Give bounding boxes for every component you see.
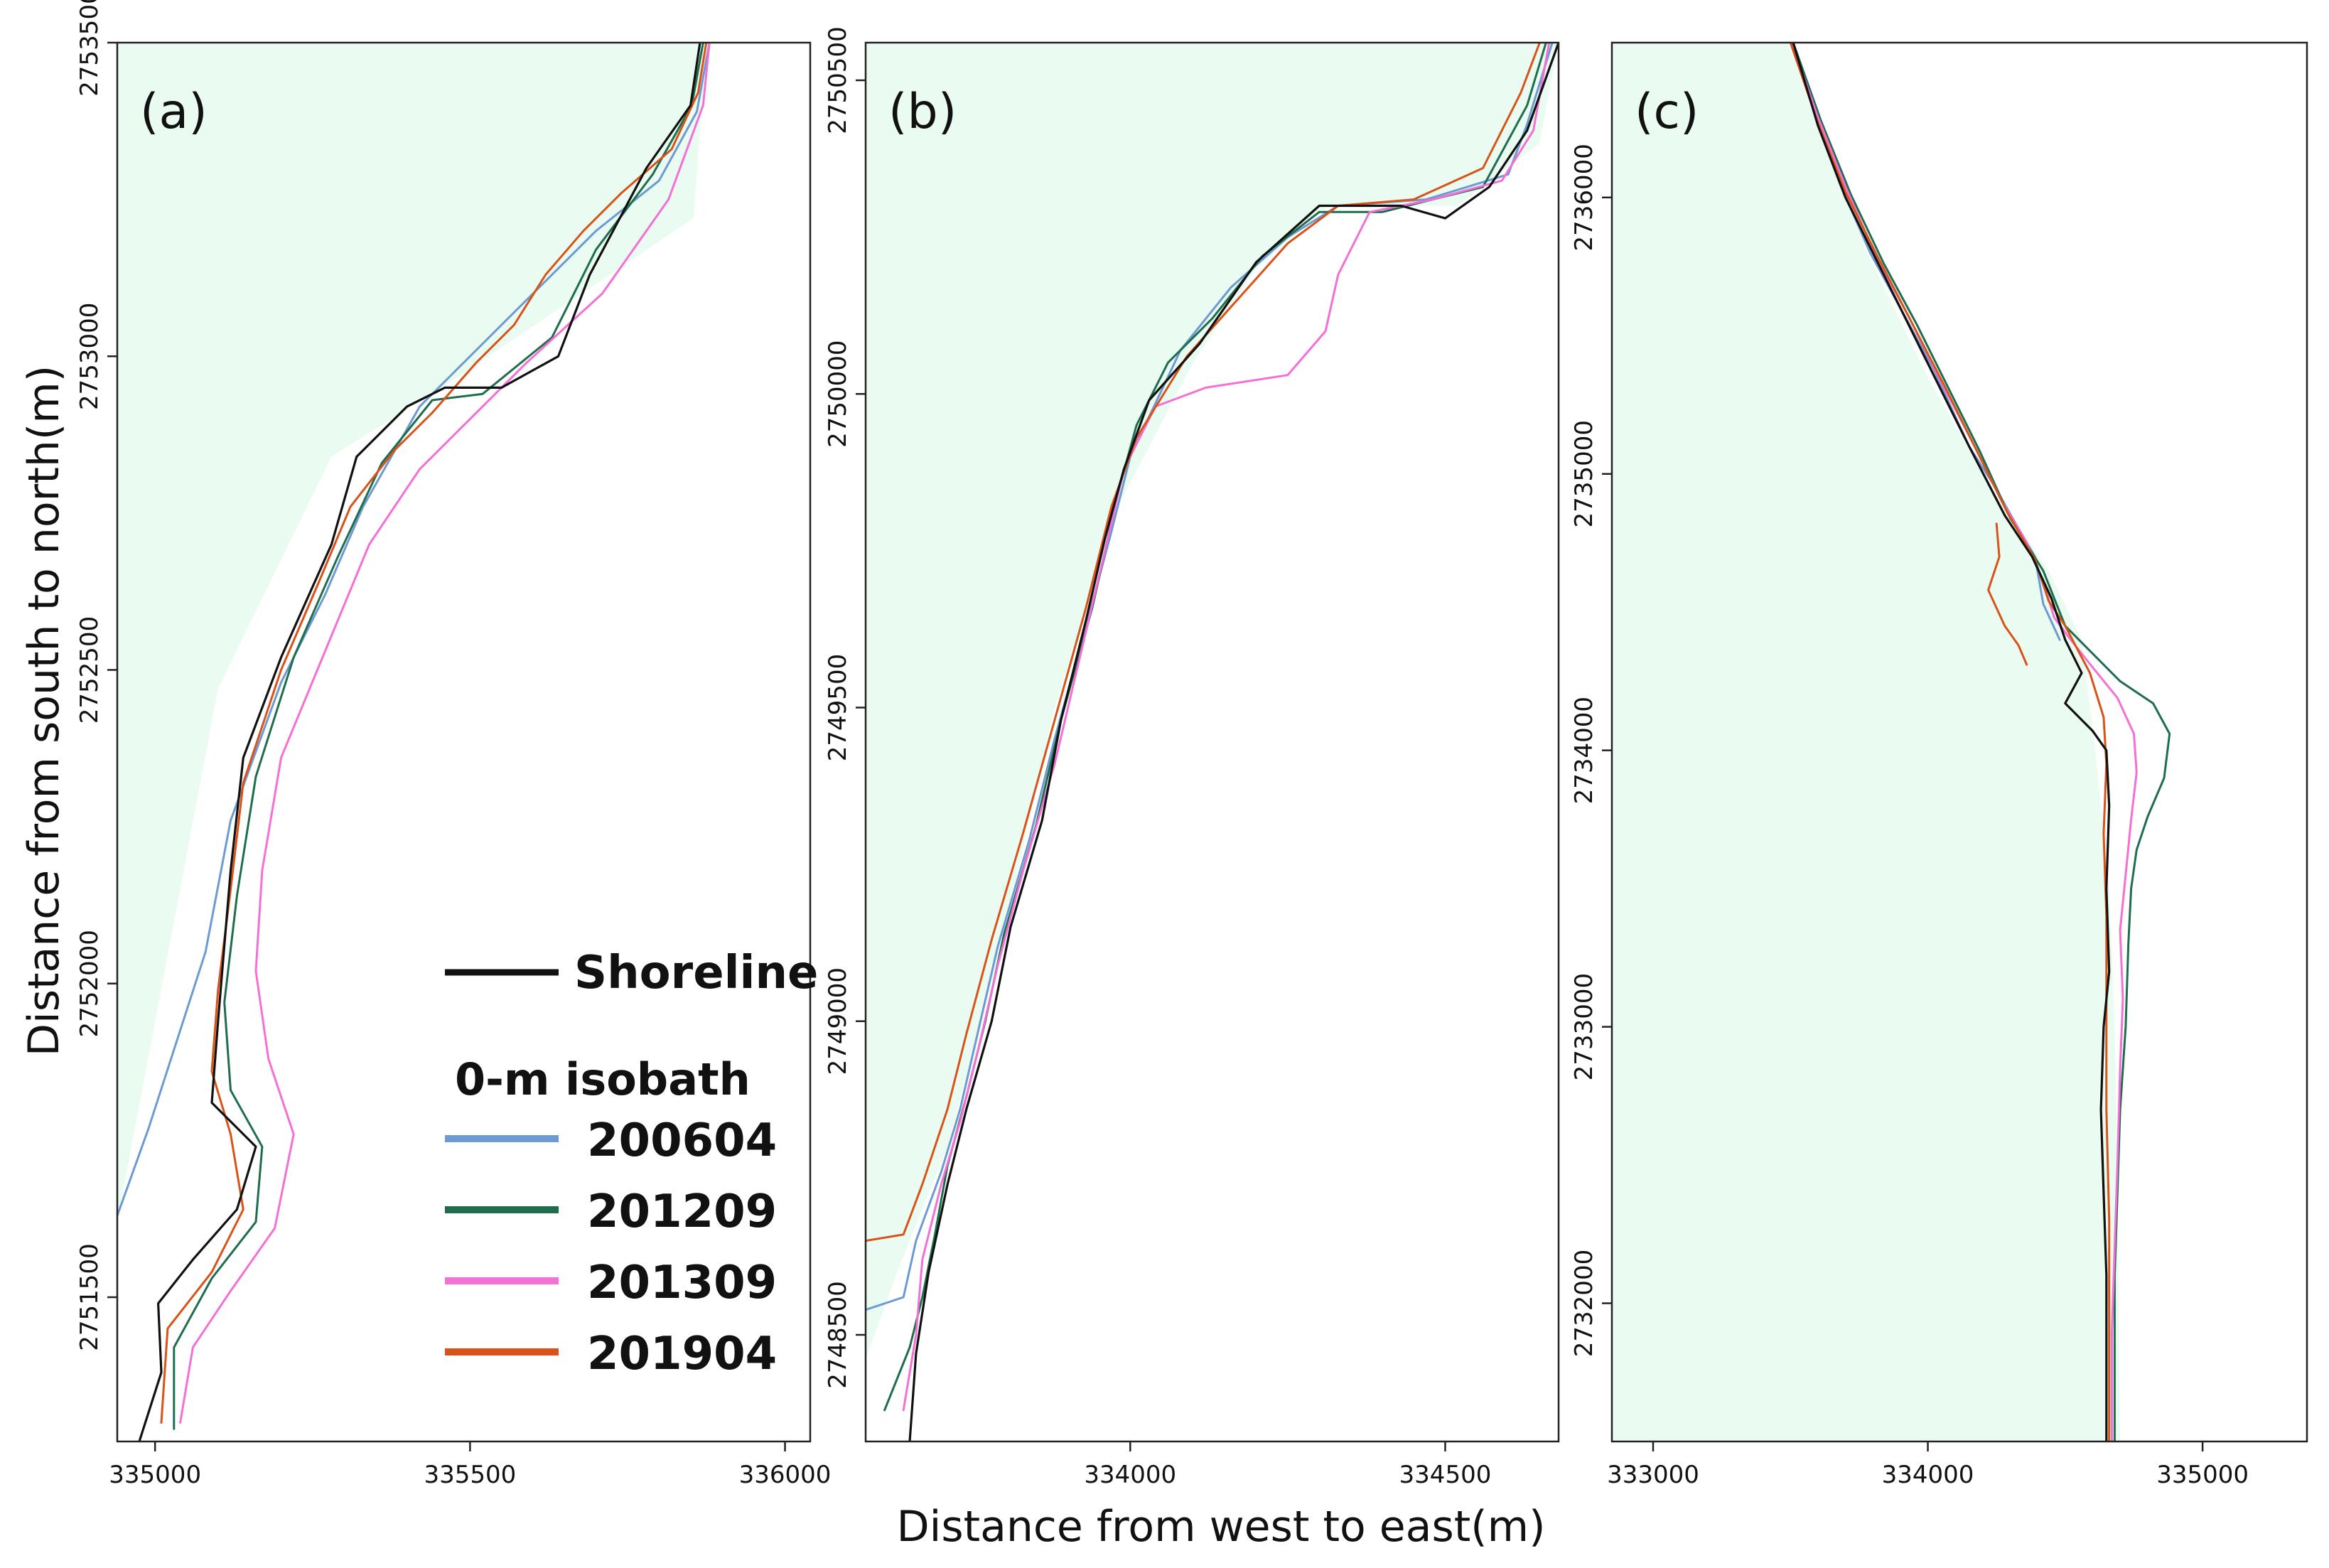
x-axis-title: Distance from west to east(m) [896,1502,1545,1552]
series-line-201309 [179,43,711,1424]
y-tick-label: 2752000 [75,930,104,1037]
panels-layer: 335000 335500 336000 2751500 2752000 2752500 2… [75,0,2308,1489]
x-tick-label: 334000 [1882,1461,1974,1489]
y-tick-label: 2734000 [1570,697,1598,804]
series-line-201209 [173,43,704,1430]
panel-1: 335000 335500 336000 2751500 2752000 2752500 2… [75,0,831,1489]
legend-entries: 200604 201209 201309 201904 [445,1115,777,1380]
plot-area [866,43,1559,1441]
y-tick-label: 2753000 [75,303,104,410]
y-tick-label: 2733000 [1570,973,1598,1080]
legend-label-shoreline: Shoreline [574,947,818,999]
series-line-shoreline [908,43,1559,1441]
x-tick-label: 333000 [1607,1461,1699,1489]
series-line-shoreline [1792,43,2111,1441]
series-line-shoreline [138,43,701,1441]
legend-label-200604: 200604 [587,1115,777,1167]
panel-frame [1610,41,2308,1443]
land-area [117,43,706,1223]
plot-area [117,43,711,1441]
series-line-201209 [1792,43,2171,1441]
y-tick-label: 2732000 [1570,1250,1598,1357]
panel-2: 334000 334500 2748500 2749000 2749500 2750000… [824,26,1560,1489]
panel-label: (b) [888,84,957,140]
series-line-200604 [117,43,711,1217]
y-tick-label: 2753500 [75,0,104,97]
y-tick-label: 2750500 [824,26,852,134]
series-line-201904 [1789,43,2111,1441]
land-area [866,43,1559,1360]
y-tick-label: 2752500 [75,616,104,724]
series-line-201904 [1987,522,2028,666]
panel-frame [116,41,812,1443]
land-area [1612,43,2121,1441]
y-tick-label: 2736000 [1570,144,1598,251]
y-tick-label: 2749000 [824,967,852,1075]
x-tick-label: 334000 [1084,1461,1176,1489]
legend: Shoreline 0-m isobath 200604 201209 201309… [445,947,818,1380]
legend-label-201309: 201309 [587,1257,777,1309]
x-tick-label: 335000 [2156,1461,2249,1489]
y-tick-label: 2748500 [824,1281,852,1388]
y-tick-label: 2735000 [1570,420,1598,527]
y-tick-label: 2749500 [824,654,852,761]
y-tick-label: 2751500 [75,1243,104,1350]
panel-3: 333000 334000 335000 2732000 2733000 2734000 2… [1570,41,2308,1489]
legend-group-title: 0-m isobath [455,1053,751,1105]
x-tick-label: 335500 [424,1461,516,1489]
x-tick-label: 336000 [739,1461,832,1489]
legend-label-201904: 201904 [587,1328,777,1380]
y-tick-label: 2750000 [824,340,852,447]
x-tick-label: 335000 [109,1461,201,1489]
series-line-201904 [160,43,708,1424]
y-axis-title: Distance from south to north(m) [19,365,69,1056]
panel-label: (c) [1635,84,1699,140]
x-tick-label: 334500 [1399,1461,1492,1489]
plot-area [1612,43,2171,1441]
legend-label-201209: 201209 [587,1186,777,1238]
panel-frame [864,41,1560,1443]
panel-label: (a) [140,84,208,140]
series-line-201904 [866,43,1541,1242]
